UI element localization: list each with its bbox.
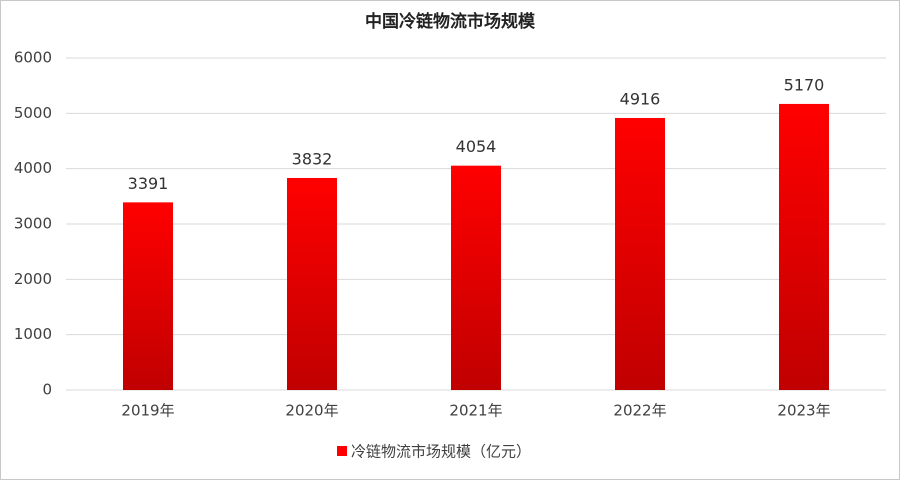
chart-title: 中国冷链物流市场规模	[365, 11, 536, 32]
y-tick-label: 0	[42, 381, 52, 399]
x-tick-label: 2020年	[285, 402, 338, 420]
data-label: 4916	[620, 89, 661, 108]
data-label: 4054	[456, 137, 497, 156]
y-tick-label: 6000	[14, 49, 52, 67]
y-tick-label: 3000	[14, 215, 52, 233]
bar	[287, 177, 337, 390]
data-label: 3391	[128, 174, 169, 193]
x-tick-label: 2019年	[121, 402, 174, 420]
data-label: 5170	[784, 75, 825, 94]
data-label: 3832	[292, 149, 333, 168]
y-tick-label: 2000	[14, 270, 52, 288]
y-tick-label: 4000	[14, 159, 52, 177]
bar	[451, 165, 501, 390]
bar	[123, 202, 173, 390]
x-tick-label: 2023年	[777, 402, 830, 420]
y-tick-label: 5000	[14, 104, 52, 122]
x-tick-label: 2022年	[613, 402, 666, 420]
bar	[615, 117, 665, 391]
legend-label: 冷链物流市场规模（亿元）	[351, 443, 531, 461]
legend-swatch	[337, 446, 347, 456]
y-tick-label: 1000	[14, 325, 52, 343]
x-tick-label: 2021年	[449, 402, 502, 420]
bar	[779, 103, 829, 390]
